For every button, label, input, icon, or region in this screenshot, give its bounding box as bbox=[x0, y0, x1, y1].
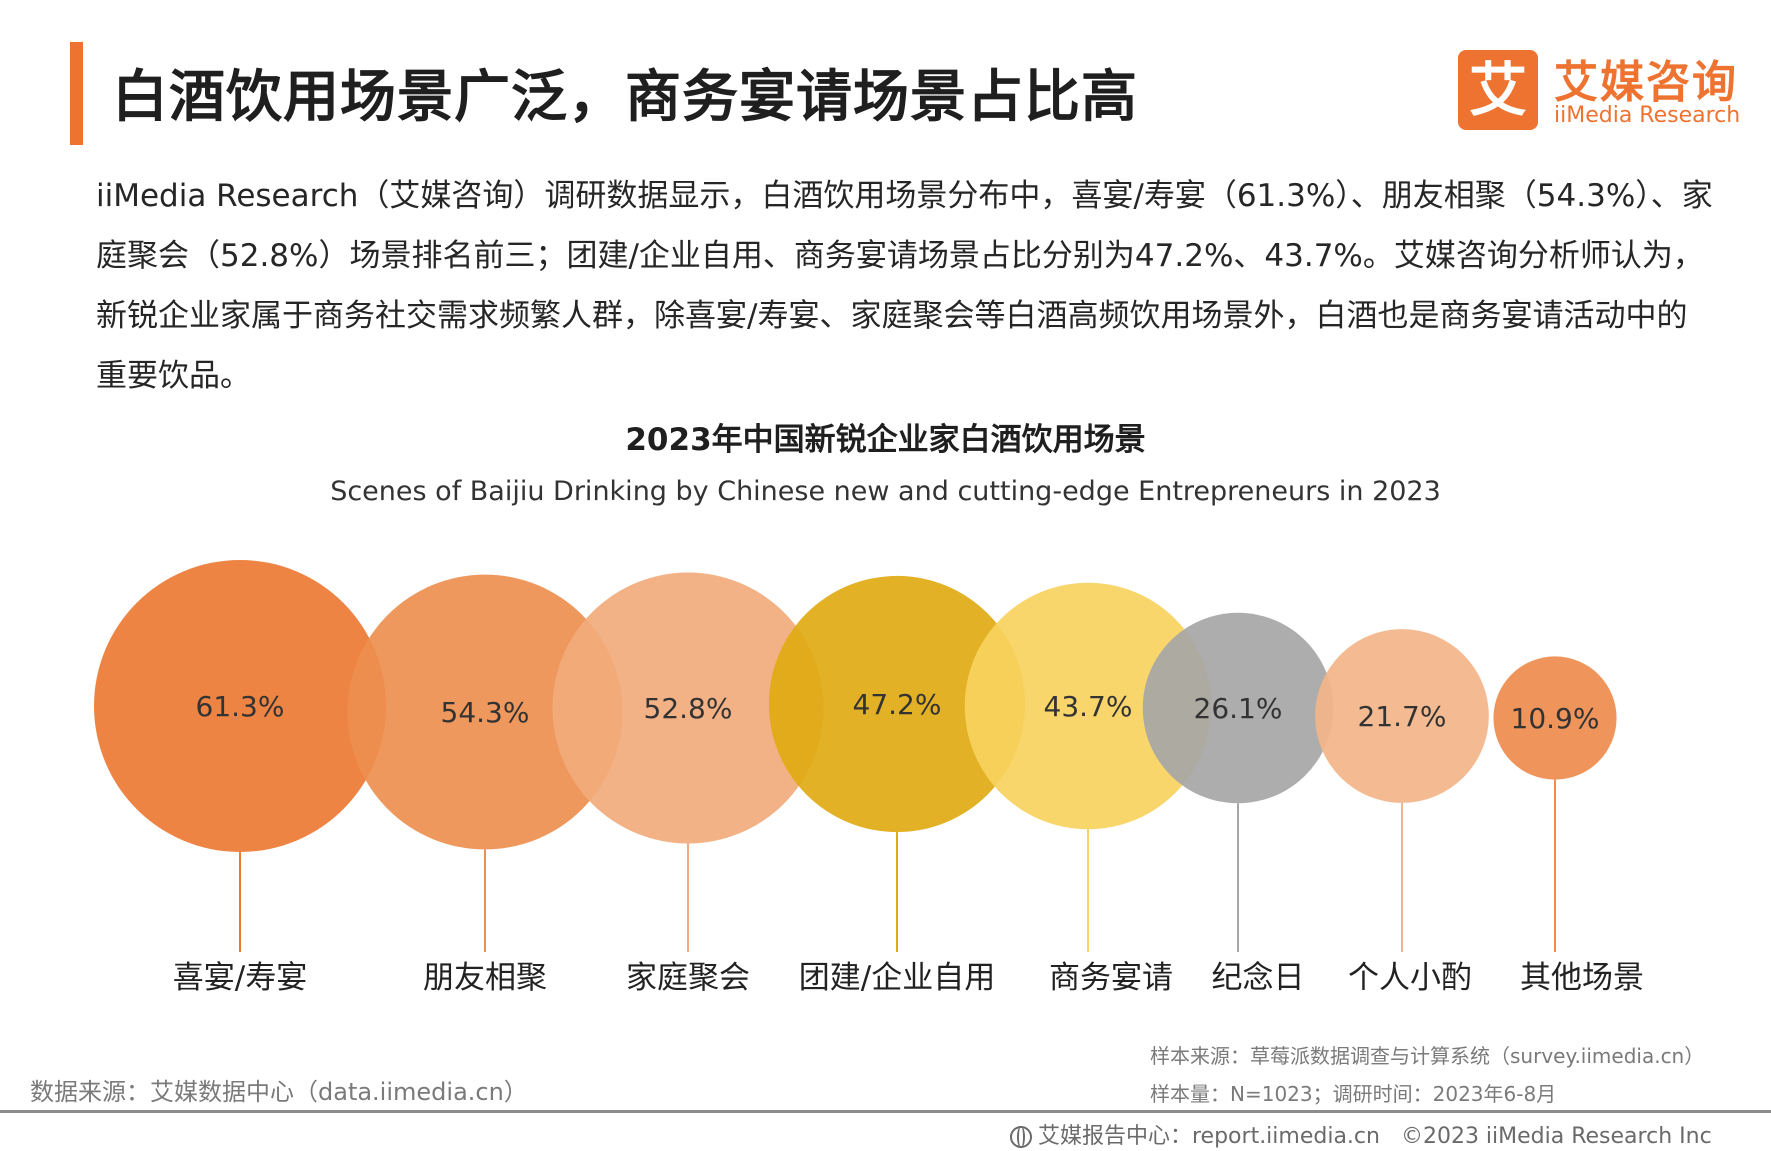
category-label: 个人小酌 bbox=[1348, 960, 1472, 996]
logo-mark-icon: 艾 bbox=[1458, 50, 1538, 130]
category-label: 家庭聚会 bbox=[626, 960, 750, 996]
sample-source: 样本来源：草莓派数据调查与计算系统（survey.iimedia.cn） bbox=[1150, 1044, 1705, 1068]
bubble bbox=[1493, 656, 1617, 780]
data-label: 47.2% bbox=[853, 688, 942, 721]
category-label: 团建/企业自用 bbox=[799, 960, 995, 996]
bubble bbox=[964, 582, 1212, 830]
bubble bbox=[552, 572, 824, 844]
data-label: 52.8% bbox=[644, 692, 733, 725]
logo-text-cn: 艾媒咨询 bbox=[1554, 57, 1738, 108]
sample-size: 样本量：N=1023；调研时间：2023年6-8月 bbox=[1150, 1082, 1557, 1106]
page-title: 白酒饮用场景广泛，商务宴请场景占比高 bbox=[112, 65, 1138, 130]
data-label: 26.1% bbox=[1194, 692, 1283, 725]
globe-icon bbox=[1010, 1126, 1032, 1148]
data-label: 21.7% bbox=[1358, 700, 1447, 733]
category-label: 商务宴请 bbox=[1049, 960, 1173, 996]
data-source: 数据来源：艾媒数据中心（data.iimedia.cn） bbox=[30, 1078, 528, 1106]
footer-divider bbox=[0, 1110, 1771, 1113]
chart-title: 2023年中国新锐企业家白酒饮用场景 bbox=[625, 422, 1146, 458]
data-label: 61.3% bbox=[196, 690, 285, 723]
data-label: 10.9% bbox=[1511, 702, 1600, 735]
bubble bbox=[94, 560, 386, 852]
logo-text-en: iiMedia Research bbox=[1554, 103, 1741, 128]
category-label: 喜宴/寿宴 bbox=[173, 960, 307, 996]
intro-paragraph: iiMedia Research（艾媒咨询）调研数据显示，白酒饮用场景分布中，喜… bbox=[96, 178, 1713, 394]
category-label: 其他场景 bbox=[1520, 960, 1644, 996]
bubble bbox=[347, 574, 623, 850]
category-label: 纪念日 bbox=[1212, 960, 1305, 996]
bubble bbox=[1315, 629, 1489, 803]
data-label: 54.3% bbox=[441, 696, 530, 729]
category-label: 朋友相聚 bbox=[423, 960, 547, 996]
footer-report-center: 艾媒报告中心：report.iimedia.cn bbox=[1038, 1124, 1380, 1149]
title-accent-bar bbox=[70, 42, 83, 145]
bubble bbox=[768, 575, 1026, 833]
footer: 艾媒报告中心：report.iimedia.cn ©2023 iiMedia R… bbox=[1010, 1118, 1712, 1150]
footer-copyright: ©2023 iiMedia Research Inc bbox=[1400, 1124, 1712, 1149]
data-label: 43.7% bbox=[1044, 690, 1133, 723]
chart-subtitle: Scenes of Baijiu Drinking by Chinese new… bbox=[330, 476, 1441, 507]
brand-logo: 艾 艾媒咨询 iiMedia Research bbox=[1458, 48, 1741, 136]
bubble bbox=[1142, 612, 1334, 804]
